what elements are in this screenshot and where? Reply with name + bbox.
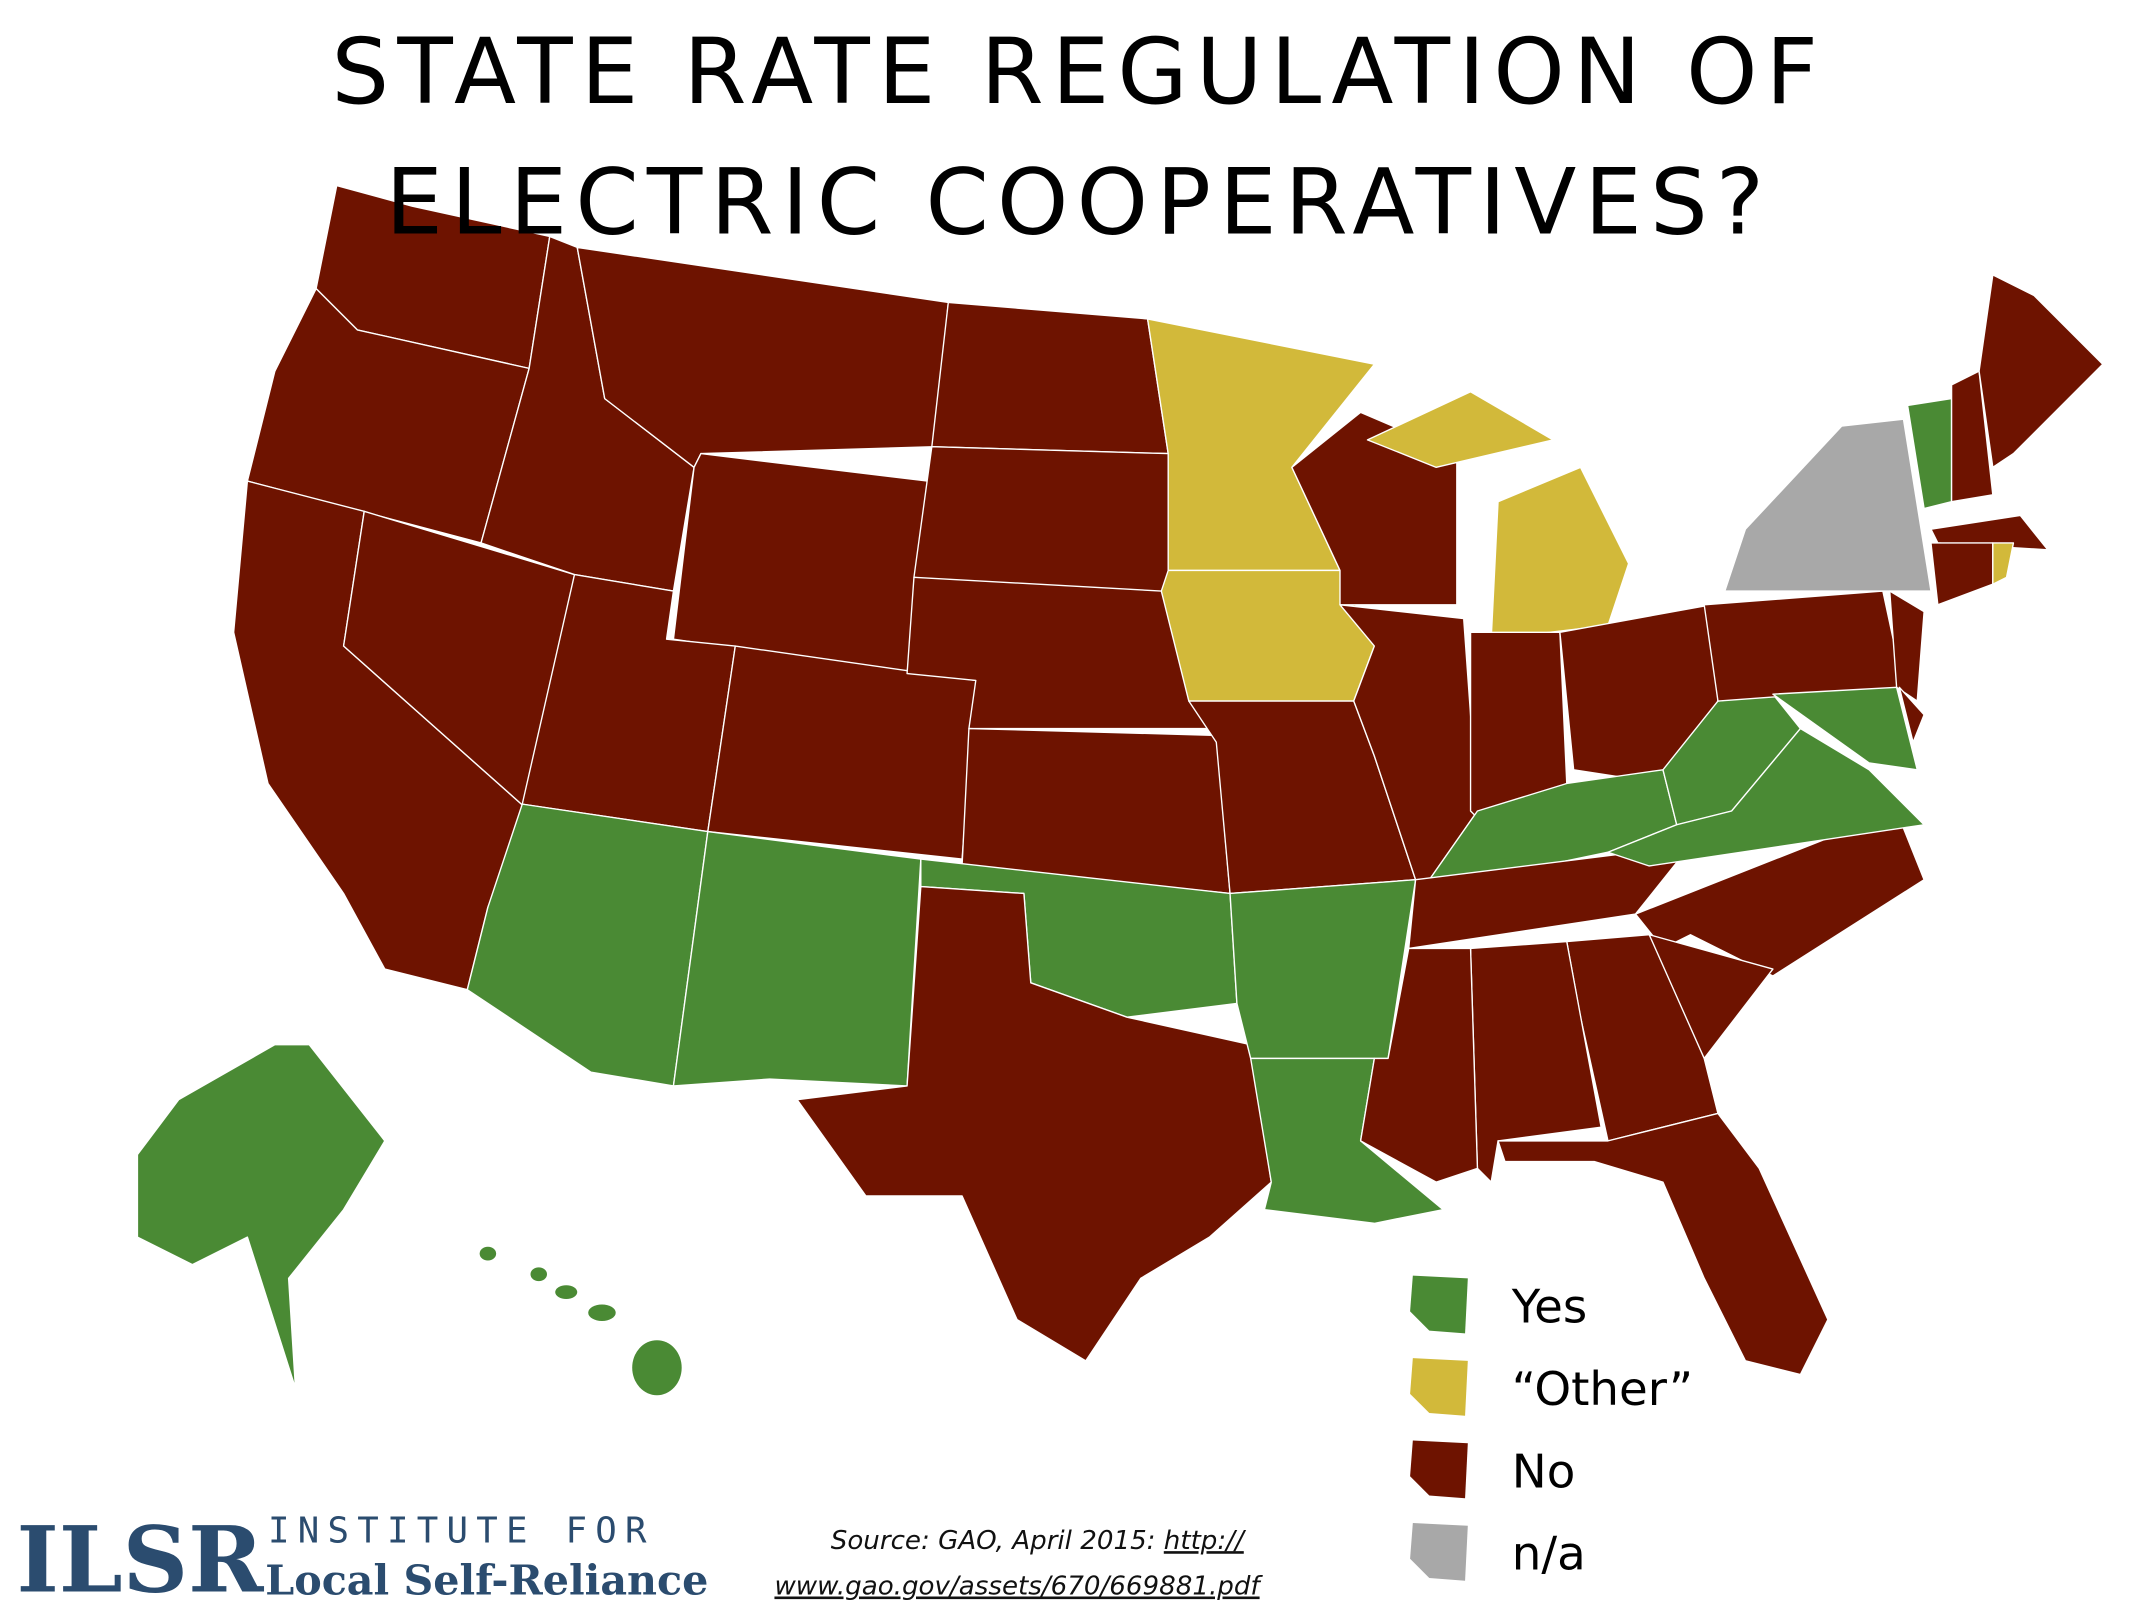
title-line: STATE RATE REGULATION OF bbox=[332, 20, 1827, 125]
state bbox=[1497, 1112, 1829, 1376]
state bbox=[1772, 686, 1918, 771]
states bbox=[136, 184, 2104, 1396]
state bbox=[1950, 370, 1994, 503]
source-url[interactable]: www.gao.gov/assets/670/669881.pdf bbox=[774, 1572, 1263, 1600]
state bbox=[1889, 590, 1925, 702]
state bbox=[672, 830, 922, 1087]
state bbox=[1291, 411, 1458, 606]
state bbox=[1992, 542, 2015, 585]
state bbox=[1490, 466, 1630, 640]
legend-swatch bbox=[1410, 1440, 1468, 1499]
state bbox=[1607, 727, 1925, 867]
state bbox=[931, 301, 1169, 455]
state bbox=[1703, 590, 1905, 702]
source: Source: GAO, April 2015: http:// bbox=[831, 1526, 1247, 1556]
legend-swatch bbox=[1410, 1358, 1468, 1416]
legend-label: Yes bbox=[1511, 1280, 1587, 1334]
legend-swatch bbox=[1410, 1523, 1468, 1581]
state bbox=[1978, 274, 2104, 469]
state bbox=[479, 1246, 682, 1396]
logo-mark: ILSR bbox=[16, 1508, 264, 1600]
state bbox=[1366, 391, 1554, 469]
legend-label: “Other” bbox=[1512, 1363, 1693, 1417]
legend-swatch bbox=[1410, 1275, 1468, 1334]
logo-line: Local Self-Reliance bbox=[265, 1555, 708, 1600]
state bbox=[796, 885, 1272, 1362]
state bbox=[1930, 542, 1994, 606]
state bbox=[672, 452, 929, 675]
legend-label: No bbox=[1512, 1445, 1576, 1499]
state bbox=[1724, 418, 1932, 592]
legend-label: n/a bbox=[1512, 1528, 1586, 1582]
source-prefix: Source: GAO, April 2015: bbox=[831, 1526, 1164, 1556]
state bbox=[1229, 879, 1417, 1060]
state bbox=[136, 1043, 386, 1390]
state bbox=[1898, 686, 1925, 743]
state bbox=[1359, 947, 1479, 1183]
title-line: ELECTRIC COOPERATIVES? bbox=[385, 151, 1772, 256]
state bbox=[1930, 514, 2049, 551]
legend: Yes “Other” No n/a bbox=[1410, 1275, 1693, 1582]
logo-line: INSTITUTE FOR bbox=[268, 1510, 655, 1551]
state bbox=[707, 645, 977, 860]
source-url[interactable]: http:// bbox=[1164, 1526, 1247, 1556]
